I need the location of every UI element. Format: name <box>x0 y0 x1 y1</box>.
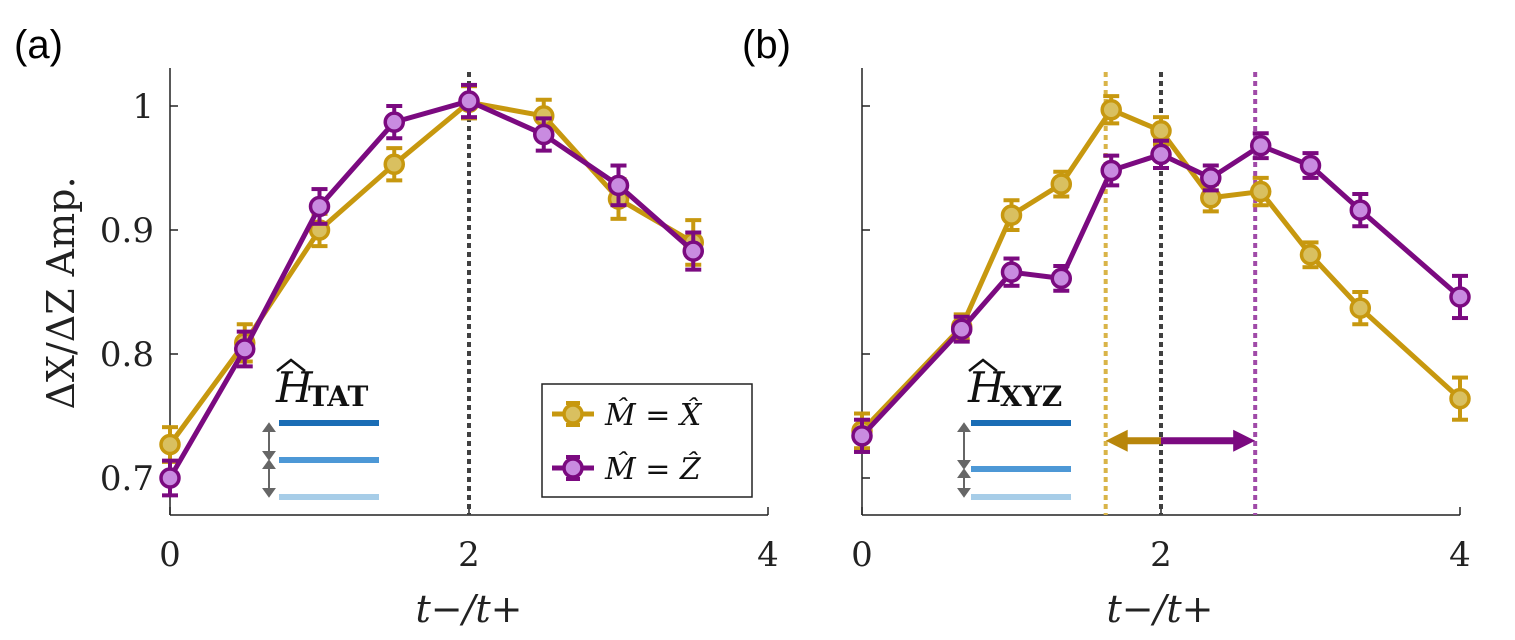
panel-b-x-axis-label: t−/t+ <box>1106 587 1213 631</box>
y-tick-label: 0.9 <box>100 211 154 251</box>
legend: M̂ = X̂ M̂ = Ẑ <box>541 383 753 498</box>
panel-a-hamiltonian-inset: H TAT <box>262 358 379 500</box>
hat-mark <box>968 358 998 372</box>
series-z-point <box>851 425 873 447</box>
series-x-point <box>1349 297 1372 319</box>
series-z-point <box>383 111 405 133</box>
x-tick-label: 4 <box>757 535 779 575</box>
panel-a-x-axis-label: t−/t+ <box>415 587 522 631</box>
series-z-point <box>1000 261 1023 283</box>
x-tick-label: 4 <box>1449 535 1471 575</box>
series-z-point <box>1150 143 1172 166</box>
series-z-point <box>1449 286 1471 308</box>
x-tick-label: 0 <box>851 535 873 575</box>
series-z-point <box>682 240 704 262</box>
level-spacing-arrows <box>262 422 276 498</box>
y-axis-label: ΔX/ΔZ Amp. <box>39 176 83 409</box>
shift-arrow-head <box>1105 429 1128 452</box>
legend-label-z: M̂ = Ẑ <box>604 451 702 487</box>
series-x-point <box>1100 98 1122 121</box>
series-z-point <box>1349 199 1372 221</box>
series-z-point <box>950 318 973 340</box>
series-z-point <box>1200 167 1222 189</box>
legend-entry-z: M̂ = Ẑ <box>552 451 702 487</box>
series-z-point <box>308 195 331 218</box>
shift-arrow-head <box>1233 429 1256 452</box>
series-x-point <box>1299 244 1322 266</box>
hamiltonian-xyz-symbol: H <box>967 363 1006 412</box>
panel-a-label: (a) <box>14 23 63 67</box>
hat-mark <box>276 358 306 372</box>
y-tick-label: 0.8 <box>100 335 154 375</box>
series-x-point <box>159 433 181 456</box>
series-z-point <box>458 90 480 112</box>
panel-b-hamiltonian-inset: H XYZ <box>957 358 1071 500</box>
panel-a-series <box>159 82 704 498</box>
panel-b-label: (b) <box>742 23 791 67</box>
series-z-point <box>1100 159 1122 182</box>
hamiltonian-xyz-subscript: XYZ <box>1000 380 1062 413</box>
series-x-point <box>383 153 405 176</box>
panel-b-shift-arrows <box>1105 429 1256 452</box>
panel-b-vlines <box>1103 72 1258 515</box>
series-x-point <box>1000 204 1023 226</box>
level-spacing-arrows <box>957 422 971 498</box>
x-tick-label: 2 <box>1150 535 1172 575</box>
series-z-point <box>1299 154 1322 177</box>
legend-label-x: M̂ = X̂ <box>604 398 703 433</box>
series-z-point <box>234 338 256 360</box>
series-z-point <box>159 467 181 489</box>
series-z-point <box>1050 267 1073 290</box>
series-x-point <box>1249 180 1272 203</box>
series-x-point <box>1150 120 1172 142</box>
y-tick-label: 1 <box>132 87 154 127</box>
x-tick-label: 2 <box>458 535 480 575</box>
legend-entry-x: M̂ = X̂ <box>552 398 703 433</box>
series-z-line <box>167 98 695 480</box>
panel-b-ticks: 0 2 4 <box>851 105 1471 575</box>
hamiltonian-tat-subscript: TAT <box>308 380 368 413</box>
series-x-point <box>1449 387 1471 410</box>
series-z-point <box>533 123 555 146</box>
hamiltonian-tat-symbol: H <box>275 363 314 412</box>
series-z-point <box>607 174 630 197</box>
panel-a-ticks: 0 2 4 0.7 0.8 0.9 1 <box>100 87 779 575</box>
series-x-point <box>1050 173 1073 195</box>
y-tick-label: 0.7 <box>100 459 154 499</box>
panel-b-series <box>851 94 1471 454</box>
x-tick-label: 0 <box>159 535 181 575</box>
series-z-point <box>1249 134 1272 157</box>
